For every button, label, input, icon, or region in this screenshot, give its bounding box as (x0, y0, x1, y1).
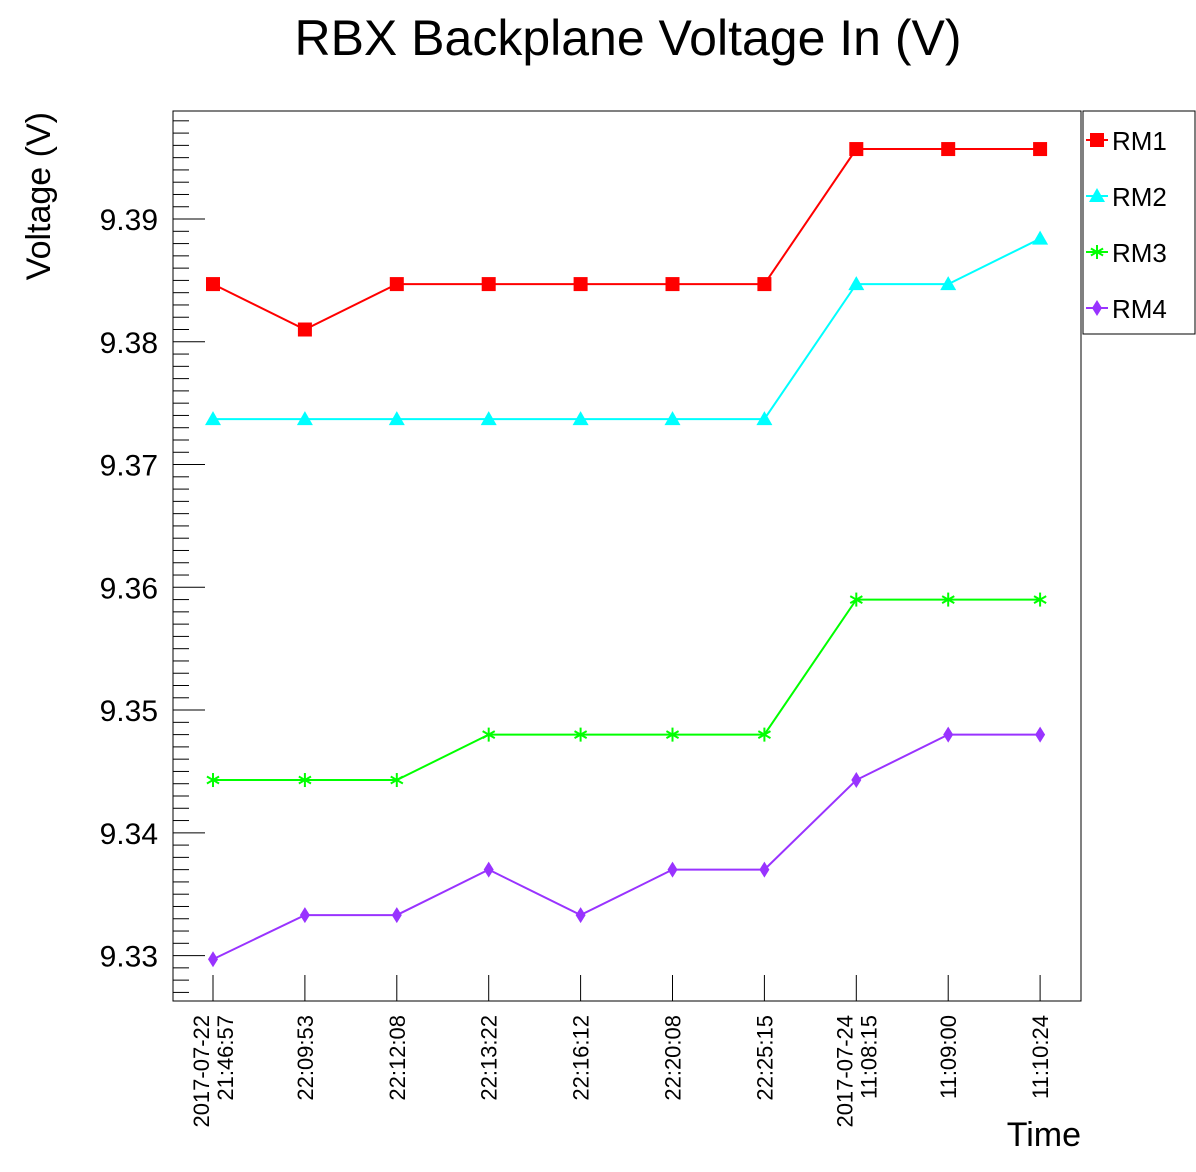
data-point (575, 907, 586, 924)
data-point (388, 411, 405, 426)
data-point (848, 276, 865, 291)
plot-frame (172, 110, 1082, 1002)
data-point (664, 411, 681, 426)
data-point (667, 861, 678, 878)
legend-marker (1092, 300, 1102, 316)
x-tick-label: 21:46:57 (213, 1015, 238, 1101)
x-tick-label: 11:10:24 (1028, 1015, 1053, 1099)
series-RM3 (206, 592, 1047, 788)
data-point (390, 773, 404, 788)
data-point (391, 907, 402, 924)
legend-label: RM3 (1112, 238, 1167, 268)
y-tick-label: 9.37 (100, 450, 158, 483)
data-point (574, 727, 588, 742)
data-point (759, 861, 770, 878)
series-line (213, 237, 1041, 421)
data-point (482, 727, 496, 742)
x-tick-label: 11:08:15 (856, 1015, 881, 1099)
x-tick-label: 2017-07-22 (189, 1015, 214, 1128)
legend-label: RM4 (1112, 294, 1167, 324)
data-point (1035, 726, 1046, 743)
legend-label: RM1 (1112, 126, 1167, 156)
chart-title: RBX Backplane Voltage In (V) (294, 10, 961, 66)
data-point (1033, 592, 1047, 607)
y-tick-label: 9.34 (100, 818, 158, 851)
x-tick-label: 11:09:00 (936, 1015, 961, 1099)
data-point (757, 277, 772, 292)
legend-box (1082, 110, 1196, 335)
legend-marker (1089, 188, 1105, 202)
data-point (298, 773, 312, 788)
data-point (941, 592, 955, 607)
x-tick-label: 2017-07-24 (832, 1015, 857, 1128)
data-point (573, 277, 588, 292)
data-point (206, 773, 220, 788)
data-point (296, 411, 313, 426)
data-point (851, 772, 862, 789)
legend: RM1 RM2 RM3 RM4 (1082, 110, 1196, 335)
data-point (1032, 230, 1049, 245)
x-axis-title: Time (1007, 1116, 1081, 1154)
data-point (941, 142, 956, 157)
x-tick-label: 22:12:08 (385, 1015, 410, 1101)
data-point (849, 592, 863, 607)
data-point (483, 861, 494, 878)
legend-marker (1090, 245, 1104, 259)
data-point (297, 322, 312, 337)
data-point (665, 727, 680, 742)
x-axis: 2017-07-22 21:46:57 22:09:53 22:12:08 22:13:… (189, 975, 1053, 1128)
data-point (208, 951, 218, 968)
data-point (1033, 142, 1048, 157)
y-tick-label: 9.35 (100, 695, 158, 728)
data-point (481, 277, 496, 292)
x-tick-label: 22:20:08 (661, 1015, 686, 1101)
legend-marker (1090, 133, 1104, 147)
data-point (480, 411, 497, 426)
data-point (572, 411, 589, 426)
series-line (213, 598, 1041, 782)
data-point (205, 411, 221, 426)
y-axis: 9.33 9.34 9.35 9.36 9.37 9.38 9.39 (100, 120, 205, 993)
series-line (212, 148, 1041, 331)
y-tick-label: 9.36 (100, 572, 158, 605)
series-line (212, 733, 1041, 961)
data-point (849, 142, 864, 157)
data-point (206, 277, 220, 292)
data-point (943, 726, 954, 743)
x-tick-label: 22:25:15 (752, 1015, 777, 1101)
series-RM2 (205, 230, 1049, 426)
series-RM4 (208, 726, 1046, 968)
x-tick-label: 22:09:53 (293, 1015, 318, 1101)
y-tick-label: 9.38 (100, 327, 158, 360)
data-point (389, 277, 404, 292)
data-point (940, 276, 957, 291)
data-point (299, 907, 310, 924)
data-point (665, 277, 680, 292)
y-axis-title: Voltage (V) (20, 112, 58, 280)
series-layer (205, 142, 1049, 968)
y-tick-label: 9.33 (100, 941, 158, 974)
x-tick-label: 22:13:22 (477, 1015, 502, 1101)
y-tick-label: 9.39 (100, 204, 158, 237)
data-point (757, 727, 771, 742)
legend-label: RM2 (1112, 182, 1167, 212)
x-tick-label: 22:16:12 (569, 1015, 594, 1101)
series-RM1 (206, 142, 1048, 337)
data-point (756, 411, 773, 426)
